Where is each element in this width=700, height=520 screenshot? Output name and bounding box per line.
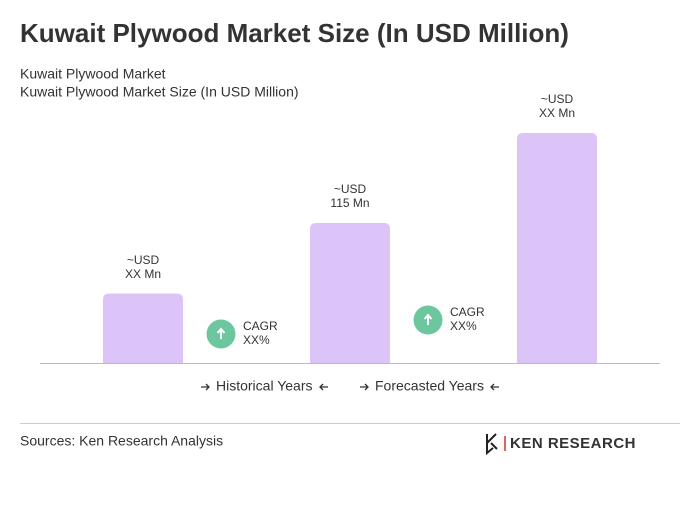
subtitle: Kuwait Plywood Market Size (In USD Milli… [20, 84, 299, 100]
cagr-arrow [216, 327, 226, 339]
cagr-label: CAGR [243, 319, 278, 333]
bar [310, 223, 390, 363]
legend: Historical Years Forecasted Years [201, 378, 499, 394]
legend-label: Forecasted Years [375, 378, 484, 394]
arrow-icon [201, 383, 210, 391]
value-label: XX Mn [125, 267, 161, 281]
logo-icon [486, 433, 498, 456]
cagr-value: XX% [450, 319, 477, 333]
arrow-icon [319, 383, 328, 391]
subtitle: Kuwait Plywood Market [20, 66, 166, 82]
value-label: ~USD [541, 92, 574, 106]
value-label: ~USD [127, 253, 160, 267]
legend-label: Historical Years [216, 378, 313, 394]
cagr-value: XX% [243, 333, 270, 347]
value-label: XX Mn [539, 106, 575, 120]
cagr-arrow [423, 313, 433, 325]
logo-text: KEN RESEARCH [510, 435, 636, 452]
source: Sources: Ken Research Analysis [20, 433, 223, 449]
value-label: 115 Mn [330, 196, 369, 210]
arrow-icon [360, 383, 369, 391]
cagr-label: CAGR [450, 305, 485, 319]
bar [517, 133, 597, 363]
bar [103, 293, 183, 363]
logo: KEN RESEARCH [486, 433, 636, 456]
arrow-icon [490, 383, 499, 391]
value-label: ~USD [334, 182, 367, 196]
chart-title: Kuwait Plywood Market Size (In USD Milli… [20, 18, 569, 48]
